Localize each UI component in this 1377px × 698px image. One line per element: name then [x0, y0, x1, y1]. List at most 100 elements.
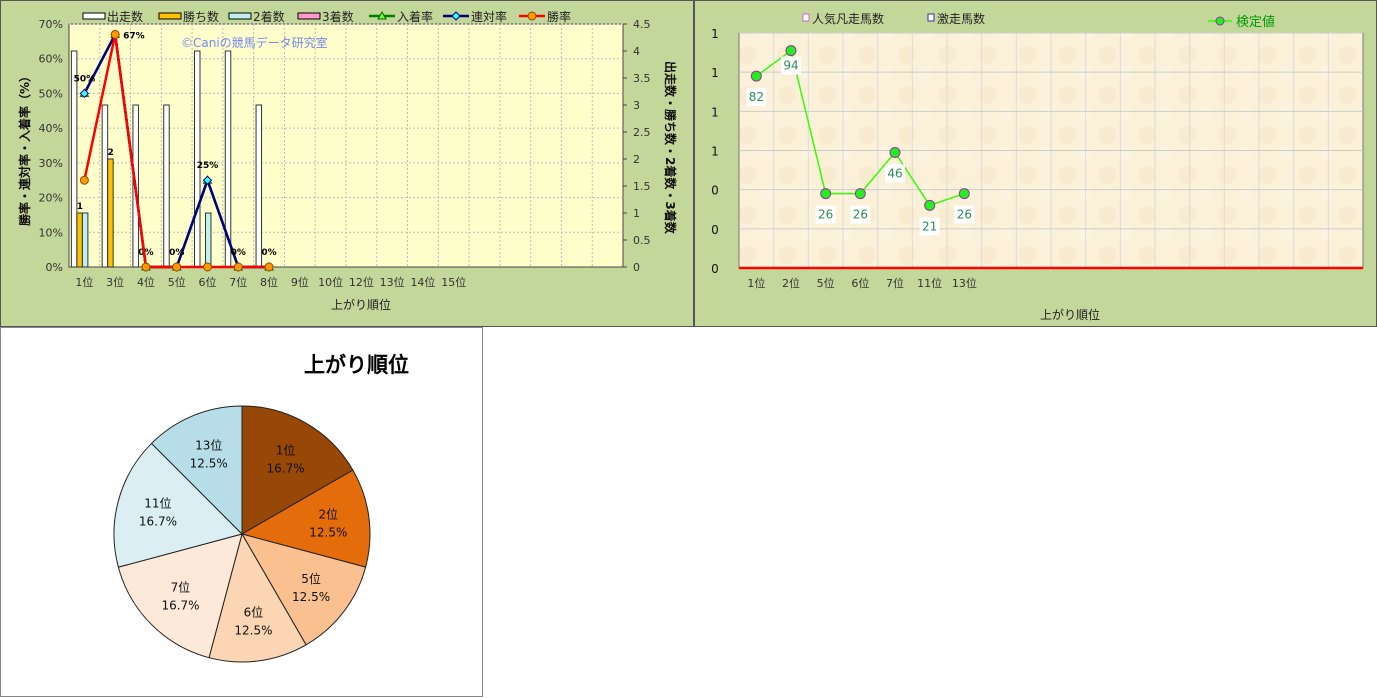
chart1-xlabel: 上がり順位 [331, 297, 391, 312]
pie-slice-11位 [113, 442, 243, 568]
chart1-ytick-label: 10% [39, 226, 63, 239]
chart1-legend-label: 2着数 [253, 9, 285, 24]
chart2-legend-swatch [927, 13, 935, 22]
chart1-ytick-label: 0% [46, 261, 63, 274]
chart1-point-勝率 [110, 29, 120, 39]
chart2-point [854, 188, 866, 200]
pie-title: 上がり順位 [304, 353, 409, 377]
pie-slice-percent: 12.5% [234, 623, 272, 637]
chart1-xtick-label: 14位 [410, 275, 435, 289]
chart2-xtick-label: 5位 [817, 276, 835, 290]
pie-chart: 上がり順位 1位 16.7% 2位 12.5% 5位 12.5% 6位 12.5% 7位 16.7… [0, 327, 483, 697]
chart1-point-勝率 [203, 262, 212, 272]
pie-slice-percent: 16.7% [161, 599, 199, 613]
chart1-xtick-label: 3位 [106, 275, 124, 289]
chart2-data-label: 26 [957, 208, 972, 222]
chart1-bar-2着数 [81, 212, 89, 268]
chart2-ytick-label: 1 [711, 105, 719, 119]
chart2-xtick-label: 7位 [886, 276, 904, 290]
chart1-xtick-label: 12位 [349, 275, 374, 289]
chart1-bar-出走数 [194, 50, 201, 268]
chart2-label-bg [781, 56, 801, 75]
chart2-ytick-label: 0 [711, 262, 719, 276]
pie-slice-1位 [241, 405, 354, 535]
chart1-point-勝率 [264, 262, 274, 272]
chart1-y2tick-label: 3.5 [633, 72, 651, 85]
chart2-data-label: 26 [853, 208, 868, 222]
chart2-data-label: 82 [749, 90, 764, 104]
pie-slice-label: 1位 [276, 443, 296, 458]
chart1-line-label: 50% [74, 74, 96, 84]
chart1-legend-swatch [158, 12, 182, 20]
pie-slice-6位 [208, 532, 307, 663]
test-value-line-chart: 上がり順位 0 0 0 1 1 1 1 1位 2位 5位 6位 7位 11位 13位 82 94 26 26 46 2… [694, 0, 1377, 327]
chart1-ytick-label: 30% [39, 157, 63, 170]
chart2-point [785, 45, 797, 57]
chart2-label-bg [885, 164, 905, 183]
chart1-ytick-label: 70% [39, 18, 63, 31]
pie-slice-percent: 12.5% [309, 526, 347, 540]
chart1-line-label: 25% [197, 161, 219, 171]
chart1-ytick-label: 20% [39, 192, 63, 205]
chart1-legend-swatch [82, 12, 106, 20]
pie-slice-2位 [240, 469, 371, 568]
chart1-y2tick-label: 4.5 [633, 18, 651, 31]
chart1-bar-出走数 [70, 50, 78, 268]
chart2-point [820, 188, 832, 200]
chart1-y2label: 出走数・勝ち数・2着数・3着数 [663, 61, 678, 235]
chart1-bar-出走数 [101, 104, 109, 268]
chart1-bar-勝ち数 [107, 158, 114, 268]
chart2-xtick-label: 6位 [851, 276, 869, 290]
chart1-legend-label: 入着率 [397, 9, 433, 24]
chart2-xtick-label: 13位 [952, 276, 977, 290]
chart1-y2tick-label: 1 [633, 207, 640, 220]
chart1-line-label: 0% [138, 248, 153, 258]
chart1-legend-marker [377, 10, 387, 20]
chart1-xtick-label: 7位 [229, 275, 247, 289]
chart2-point [958, 188, 970, 200]
chart1-xtick-label: 4位 [137, 275, 155, 289]
chart1-bar-勝ち数 [76, 212, 83, 268]
chart1-point-連対率 [79, 88, 90, 99]
chart1-y2tick-label: 1.5 [633, 180, 651, 193]
chart1-y2tick-label: 3 [633, 99, 640, 112]
chart2-ytick-label: 0 [711, 184, 719, 198]
chart2-legend-swatch [802, 13, 810, 22]
chart1-y2tick-label: 0 [633, 261, 640, 274]
chart1-point-勝率 [172, 262, 182, 272]
chart1-bar-2着数 [205, 212, 212, 268]
chart2-legend-label: 人気凡走馬数 [812, 11, 884, 26]
pie-slice-label: 13位 [195, 438, 222, 453]
chart1-line-label: 0% [231, 248, 246, 258]
chart1-line-label: 0% [169, 248, 184, 258]
performance-bar-line-chart: 上がり順位 勝率・連対率・入着率（%） 出走数・勝ち数・2着数・3着数 0% 10… [0, 0, 694, 327]
chart1-bar-label: 1 [77, 202, 83, 212]
chart1-line-label: 67% [123, 31, 145, 41]
chart1-legend-swatch [228, 12, 252, 20]
chart1-xtick-label: 10位 [318, 275, 343, 289]
chart1-legend-label: 勝率 [547, 9, 571, 24]
pie-slice-percent: 16.7% [139, 514, 177, 528]
chart1-ytick-label: 60% [39, 53, 63, 66]
chart2-ytick-label: 0 [711, 223, 719, 237]
chart1-bar-label: 2 [108, 148, 114, 158]
chart2-point [924, 199, 936, 211]
chart2-xlabel: 上がり順位 [1040, 307, 1100, 322]
chart2-xtick-label: 1位 [747, 276, 765, 290]
chart2-data-label: 26 [818, 208, 833, 222]
chart2-legend-label: 激走馬数 [937, 11, 985, 26]
chart2-label-bg [746, 88, 767, 107]
chart1-point-勝率 [233, 262, 243, 272]
pie-slice-13位 [150, 405, 243, 536]
chart1-xtick-label: 6位 [199, 275, 217, 289]
chart2-data-label: 46 [887, 166, 902, 180]
pie-slice-label: 7位 [171, 580, 191, 595]
chart2-ytick-label: 1 [711, 27, 719, 41]
chart1-legend-marker [451, 11, 461, 21]
chart3-svg: 上がり順位 1位 16.7% 2位 12.5% 5位 12.5% 6位 12.5% 7位 16.7… [113, 353, 409, 663]
chart2-xtick-label: 2位 [782, 276, 800, 290]
chart1-y2tick-label: 0.5 [633, 234, 651, 247]
chart1-svg: 上がり順位 勝率・連対率・入着率（%） 出走数・勝ち数・2着数・3着数 0%10… [17, 9, 678, 312]
chart2-data-label: 21 [922, 219, 937, 233]
